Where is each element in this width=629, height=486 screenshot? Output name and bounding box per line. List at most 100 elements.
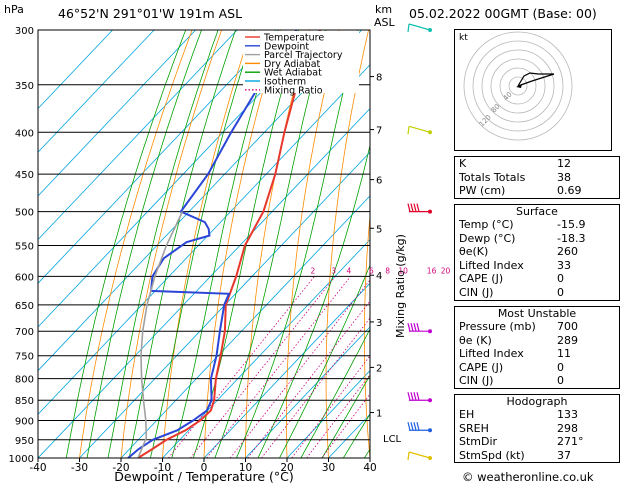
barb-feather [407,203,411,212]
index-row: K 12 [455,157,619,171]
barb-feather [413,392,417,401]
isotherm-line [162,238,370,458]
mixing-ratio-line [190,276,336,458]
barb-dot [428,28,432,32]
index-label: Totals Totals [459,170,526,184]
hodograph-row: SREH 298 [455,422,619,436]
km-tick-label: 1 [376,409,382,420]
index-value: 38 [557,170,571,184]
isotherm-line [38,64,370,415]
surface-value: 0 [557,285,564,299]
most-unstable-value: 0 [557,374,564,388]
km-tick-label: 8 [376,73,382,84]
wind-barb [407,392,432,403]
surface-label: θe(K) [459,245,489,259]
index-label: PW (cm) [459,184,506,198]
temperature-tick-label: -20 [112,462,129,474]
wet-adiabat-line [86,30,202,458]
hodograph-label: SREH [459,421,489,435]
mixing-ratio-label: 10 [398,266,408,275]
isotherm-line [286,370,370,458]
temperature-tick-label: -30 [71,462,88,474]
surface-value: 0 [557,272,564,286]
surface-value: 260 [557,245,578,259]
temperature-tick-label: -40 [29,462,46,474]
pressure-tick-label: 800 [15,375,34,386]
barb-staff [408,125,431,133]
temperature-tick-label: 40 [363,462,376,474]
wind-barb [407,203,432,214]
pressure-tick-label: 700 [15,327,34,338]
barb-feather [416,203,420,212]
surface-title: Surface [516,205,558,218]
pressure-tick-label: 650 [15,301,34,312]
wind-barb [407,451,432,461]
barb-dot [428,209,432,214]
lcl-label: LCL [383,434,402,445]
hodograph-label: EH [459,408,475,421]
mixing-ratio-labels: 2346810162025 [310,266,464,275]
mixing-ratio-label: 4 [347,266,352,275]
isotherm-line [38,30,238,241]
hodograph-ring [508,76,528,96]
datetime-title: 05.02.2022 00GMT (Base: 00) [409,6,597,21]
legend-entry: Parcel Trajectory [264,50,343,61]
wind-barb [407,323,432,334]
pressure-tick-label: 850 [15,396,34,407]
index-row: PW (cm) 0.69 [455,184,619,198]
barb-staff [408,23,431,31]
wet-adiabat-line [214,30,327,458]
isotherm-line [38,30,196,197]
pressure-tick-label: 450 [15,170,34,181]
isotherm-line [38,30,279,284]
pressure-tick-label: 550 [15,241,34,252]
barb-feather [413,422,417,431]
wet-adiabat-line [236,30,359,458]
temperature-tick-label: 10 [239,462,252,474]
hodograph-value: 37 [557,448,571,462]
hodograph-ring-label: 80 [490,102,502,114]
most-unstable-row: CIN (J) 0 [455,374,619,388]
dry-adiabat-line [120,30,223,458]
most-unstable-label: θe (K) [459,333,492,347]
asl-label: ASL [374,16,395,29]
surface-row: Lifted Index 33 [455,259,619,273]
mixing-ratio-line [168,276,315,458]
pressure-tick-label: 500 [15,208,34,219]
pressure-tick-label: 1000 [9,454,34,465]
barb-feather [407,323,411,332]
dry-adiabat-line [79,30,193,458]
hodograph-trace [516,72,555,88]
hodograph-ring [481,49,555,123]
wet-adiabat-line [300,328,370,458]
barb-feather [410,323,414,332]
barb-feather [416,392,420,401]
hodograph-ring [499,67,537,105]
dry-adiabat-line [162,30,252,458]
wet-adiabat-line [128,30,237,458]
legend-entry: Mixing Ratio [264,85,323,96]
dewpoint-series [127,30,298,458]
dry-adiabat-line [203,30,281,458]
km-tick-label: 2 [376,363,382,374]
barb-feather [416,323,420,332]
isotherm-line [38,30,113,110]
barb-feather [407,392,411,401]
km-label: km [375,3,393,16]
km-tick-label: 7 [376,126,382,137]
pressure-tick-label: 750 [15,352,34,363]
surface-row: CIN (J) 0 [455,286,619,300]
wind-barb [407,125,432,135]
wet-adiabat-line [279,264,370,458]
barb-feather [410,392,414,401]
dry-adiabat-line [286,30,340,458]
km-tick-label: 5 [376,224,382,235]
temperature-tick-label: -10 [154,462,171,474]
mixing-ratio-line [229,279,370,458]
most-unstable-label: CAPE (J) [459,360,504,374]
surface-table: Surface Temp (°C) -15.9 Dewp (°C) -18.3 θe(K… [454,204,620,301]
barb-dot [428,428,432,433]
most-unstable-label: Pressure (mb) [459,320,536,333]
most-unstable-label: Lifted Index [459,347,524,361]
